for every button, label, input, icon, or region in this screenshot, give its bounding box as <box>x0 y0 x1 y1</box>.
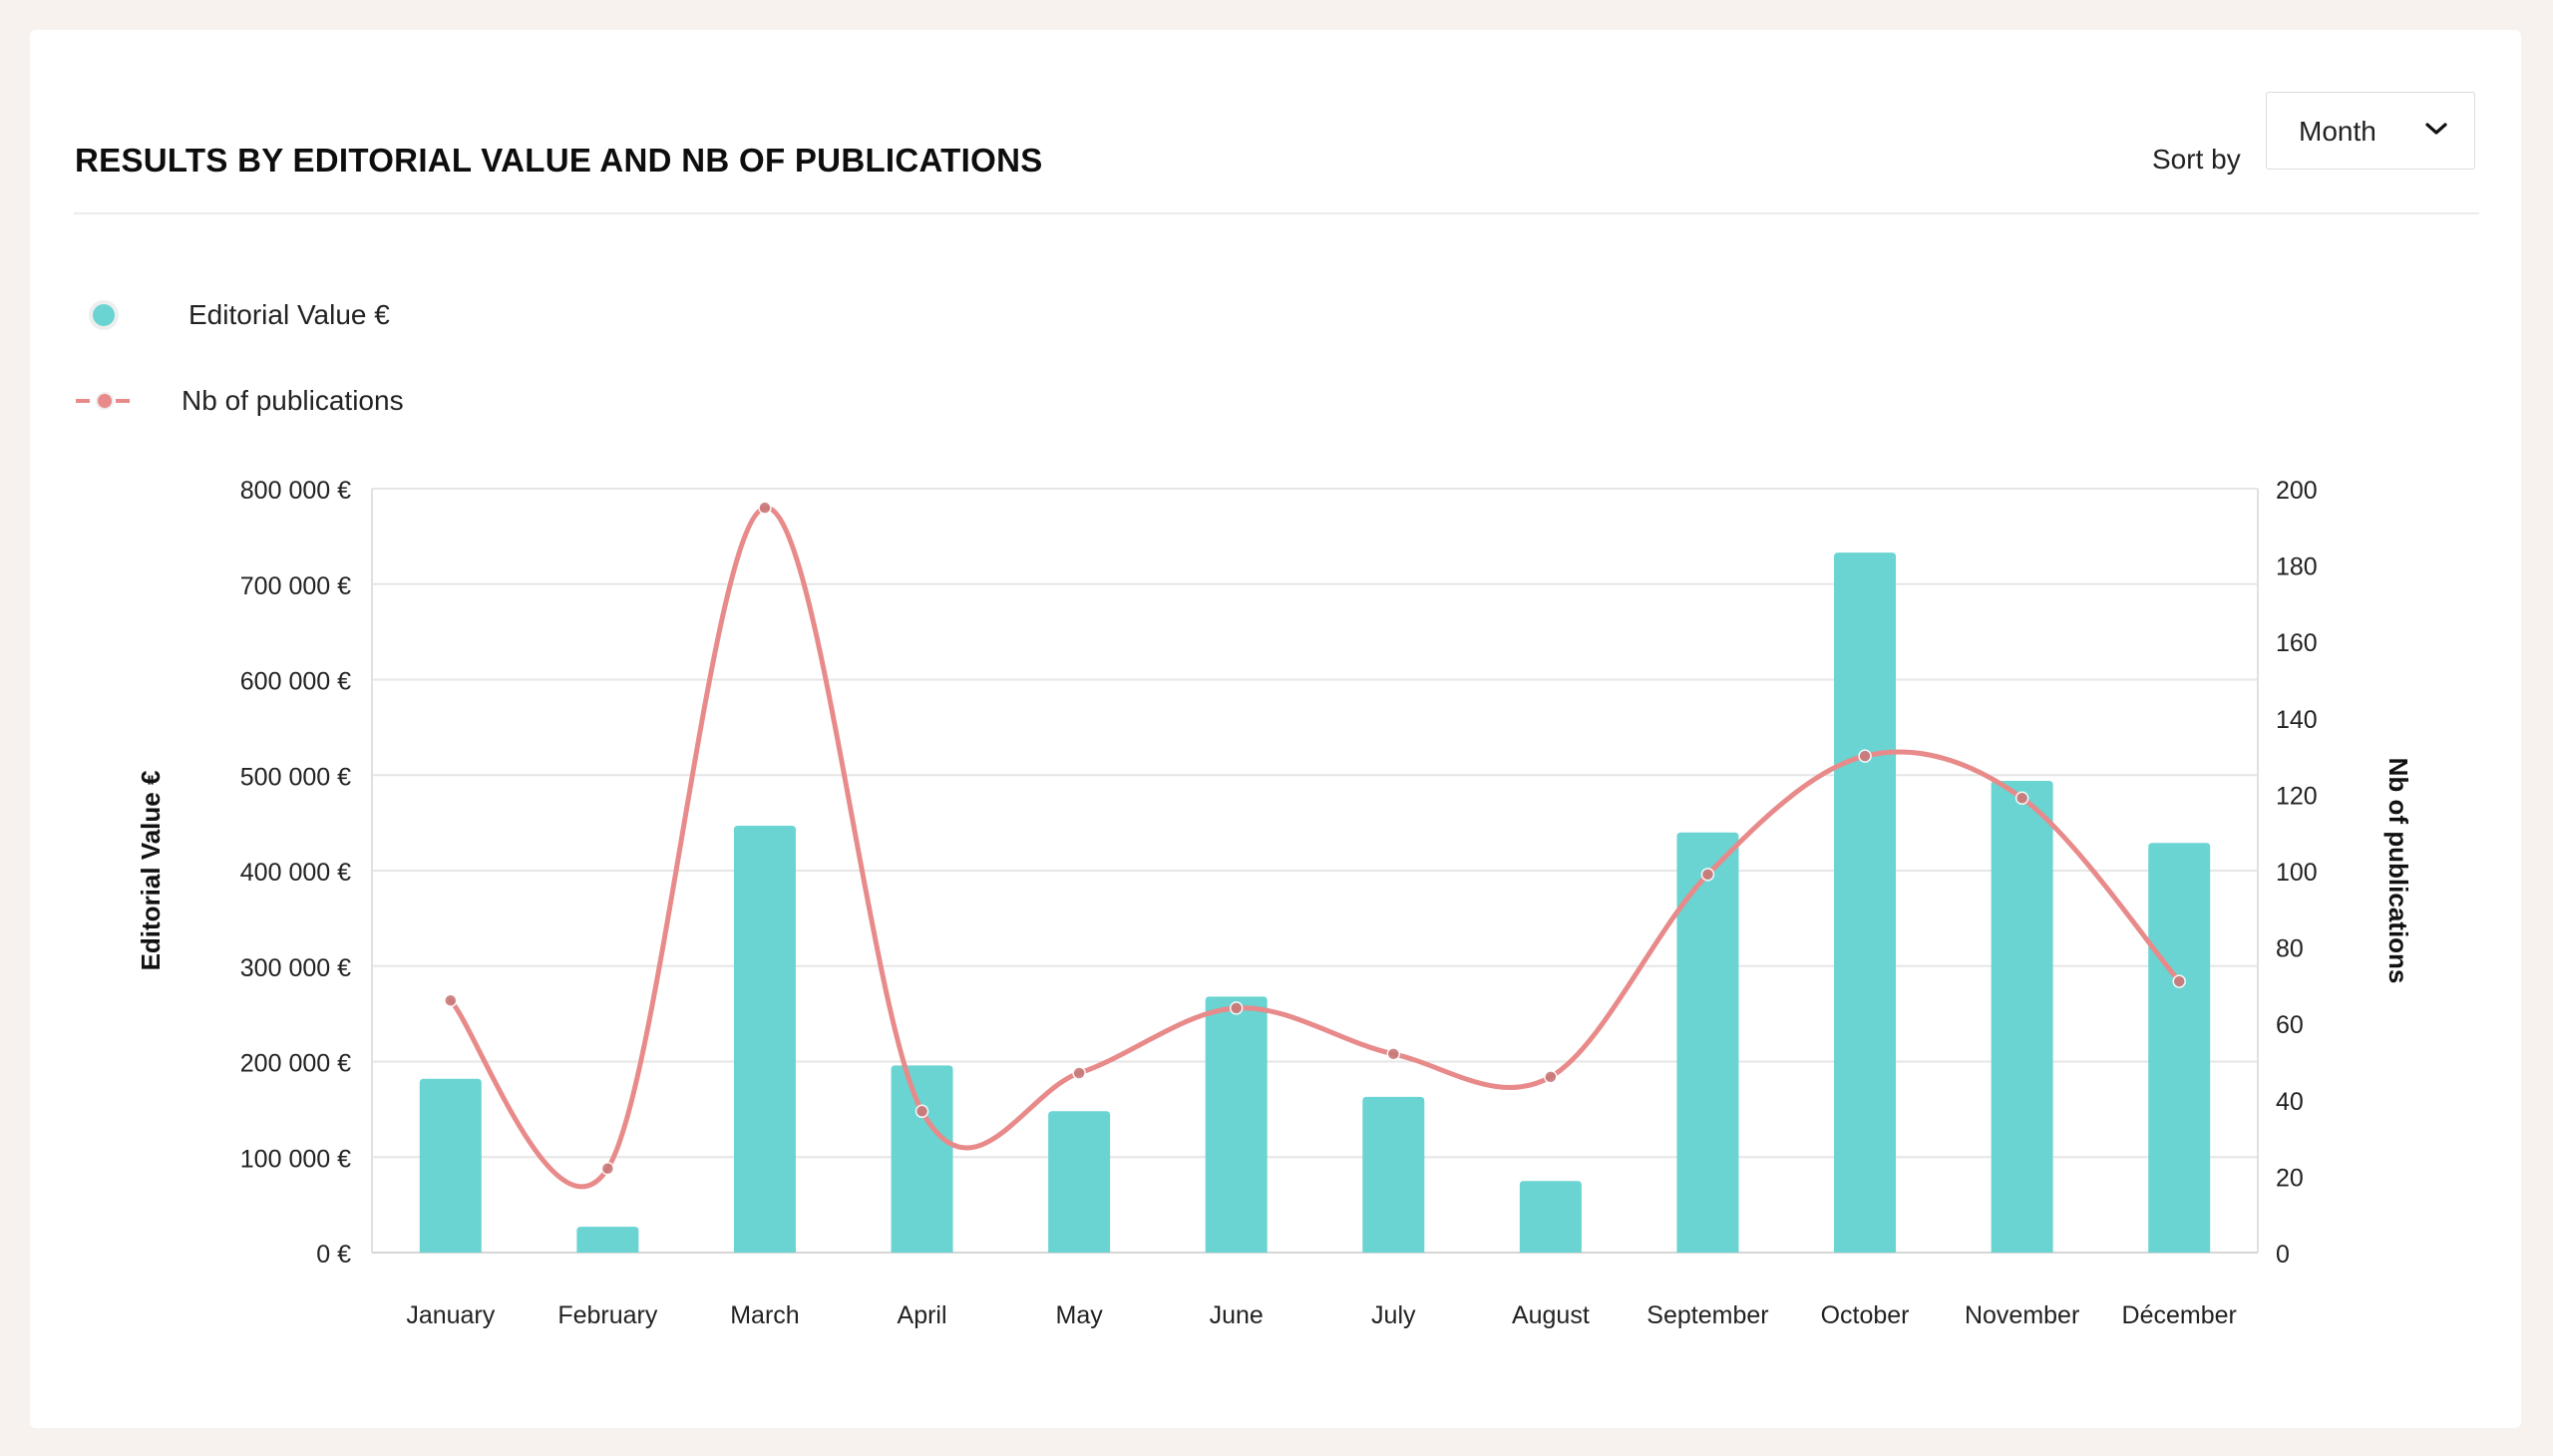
bar <box>1048 1111 1111 1253</box>
left-axis-tick-label: 700 000 € <box>240 572 351 600</box>
left-axis-title: Editorial Value € <box>136 771 166 971</box>
x-axis-tick-label: March <box>730 1301 799 1329</box>
x-axis-tick-label: October <box>1821 1301 1910 1329</box>
line-point <box>1229 1001 1244 1015</box>
legend-line-icon <box>76 392 136 410</box>
right-axis-tick-label: 100 <box>2276 859 2318 887</box>
sort-by-label: Sort by <box>2152 144 2241 175</box>
left-axis-tick-label: 100 000 € <box>240 1145 351 1173</box>
bar <box>1676 832 1739 1253</box>
x-axis-tick-label: August <box>1512 1301 1590 1329</box>
right-axis-tick-label: 200 <box>2276 477 2318 505</box>
x-axis-tick-label: February <box>557 1301 658 1329</box>
bar <box>2148 843 2211 1253</box>
bar <box>1834 552 1897 1253</box>
right-axis-tick-label: 80 <box>2276 935 2304 963</box>
legend-label-editorial-value: Editorial Value € <box>188 299 390 330</box>
chart-title: RESULTS BY EDITORIAL VALUE AND NB OF PUB… <box>75 142 1043 179</box>
bar <box>419 1078 482 1253</box>
bar <box>1362 1096 1425 1253</box>
bar <box>1519 1181 1582 1253</box>
left-axis-tick-label: 300 000 € <box>240 954 351 982</box>
right-axis-tick-label: 0 <box>2276 1241 2290 1269</box>
left-axis-tick-label: 500 000 € <box>240 763 351 791</box>
x-axis-tick-label: July <box>1371 1301 1416 1329</box>
x-axis-tick-label: April <box>898 1301 947 1329</box>
line-point <box>1544 1070 1558 1084</box>
combo-chart: 0 € 100 000 € 200 000 € 300 000 € 400 000 € 5… <box>136 477 2413 1329</box>
bar <box>1205 996 1268 1253</box>
chart-card: RESULTS BY EDITORIAL VALUE AND NB OF PUB… <box>30 30 2521 1428</box>
x-axis-tick-label: June <box>1210 1301 1264 1329</box>
legend-dot-icon <box>89 300 119 330</box>
line-point <box>914 1104 929 1119</box>
line-point <box>2014 791 2029 805</box>
bar <box>576 1227 639 1253</box>
line-point <box>600 1161 615 1176</box>
line-point <box>1072 1066 1086 1080</box>
right-axis-tick-label: 20 <box>2276 1164 2304 1192</box>
left-axis-tick-label: 200 000 € <box>240 1050 351 1078</box>
line-point <box>444 993 458 1007</box>
x-axis-tick-label: January <box>406 1301 495 1329</box>
right-axis-tick-label: 140 <box>2276 706 2318 734</box>
right-axis-tick-label: 180 <box>2276 553 2318 581</box>
line-point <box>1386 1047 1401 1061</box>
line-series-path <box>448 505 2182 1190</box>
sort-select[interactable]: Month <box>2266 92 2475 170</box>
sort-select-value: Month <box>2299 116 2376 147</box>
x-axis-tick-label: September <box>1646 1301 1768 1329</box>
left-axis-tick-label: 0 € <box>316 1241 351 1269</box>
x-axis-tick-label: May <box>1056 1301 1104 1329</box>
left-axis-tick-label: 800 000 € <box>240 477 351 505</box>
line-point <box>2172 974 2186 988</box>
right-axis-tick-label: 160 <box>2276 629 2318 657</box>
bar <box>733 825 796 1253</box>
right-axis-tick-label: 120 <box>2276 782 2318 810</box>
header-divider <box>74 212 2479 214</box>
right-axis-tick-label: 40 <box>2276 1088 2304 1116</box>
legend-label-nb-publications: Nb of publications <box>182 385 404 416</box>
bar <box>1991 780 2053 1253</box>
line-point <box>758 501 772 515</box>
right-axis-title: Nb of publications <box>2383 758 2413 984</box>
x-axis-tick-label: November <box>1965 1301 2079 1329</box>
bar <box>891 1065 953 1253</box>
left-axis-tick-label: 600 000 € <box>240 668 351 696</box>
x-axis-tick-label: Décember <box>2122 1301 2237 1329</box>
line-point <box>1700 868 1715 882</box>
right-axis-tick-label: 60 <box>2276 1011 2304 1039</box>
left-axis-tick-label: 400 000 € <box>240 859 351 887</box>
chevron-down-icon <box>2425 123 2447 135</box>
line-point <box>1858 749 1872 763</box>
